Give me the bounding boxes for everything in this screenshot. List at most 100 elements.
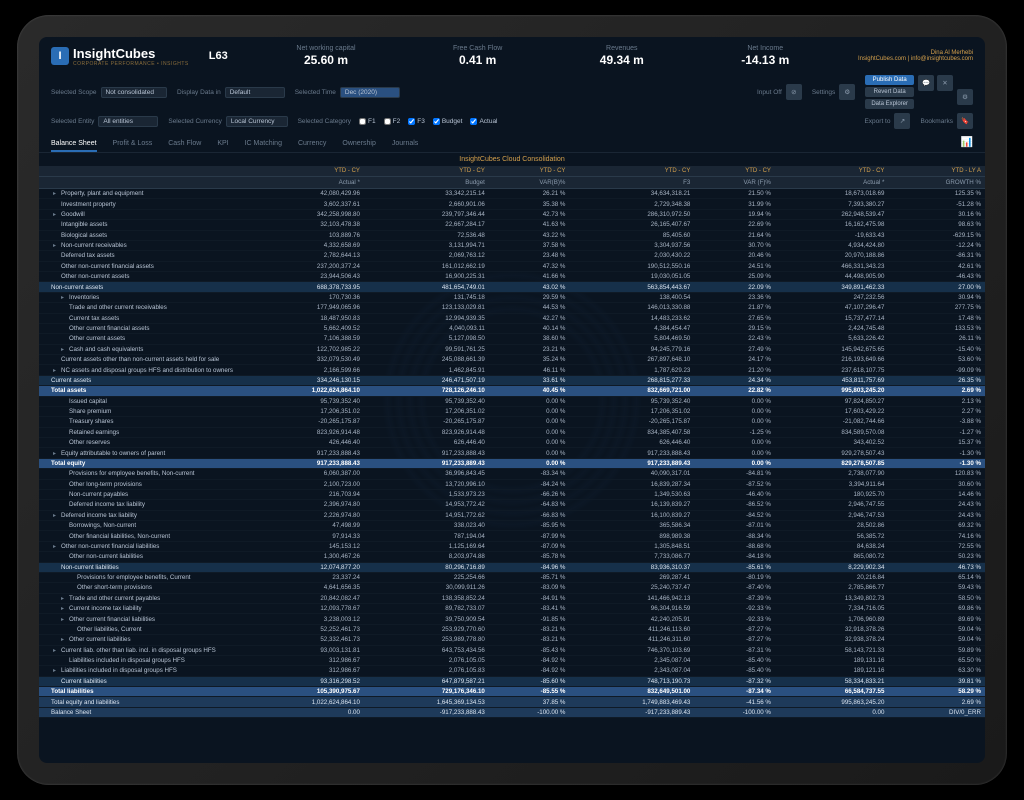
table-row[interactable]: ▸Liabilities included in disposal groups…	[39, 666, 985, 676]
table-row[interactable]: Balance Sheet0.00-917,233,888.43-100.00 …	[39, 707, 985, 717]
currency-select[interactable]: Local Currency	[226, 116, 288, 127]
table-row[interactable]: Provisions for employee benefits, Curren…	[39, 572, 985, 582]
table-row[interactable]: Deferred tax assets2,782,644.132,069,763…	[39, 251, 985, 261]
cell: 21.50 %	[694, 189, 775, 199]
table-row[interactable]: Share premium17,206,351.0217,206,351.020…	[39, 406, 985, 416]
expand-icon[interactable]: ▸	[53, 190, 59, 197]
table-row[interactable]: ▸Other non-current financial liabilities…	[39, 541, 985, 551]
cell: -84.92 %	[489, 655, 570, 665]
actual-checkbox[interactable]: Actual	[470, 118, 497, 125]
table-row[interactable]: Other current financial assets5,662,409.…	[39, 323, 985, 333]
f3-checkbox[interactable]: F3	[408, 118, 425, 125]
table-row[interactable]: Treasury shares-20,265,175.87-20,265,175…	[39, 417, 985, 427]
table-row[interactable]: Issued capital95,739,352.4095,739,352.40…	[39, 396, 985, 406]
user-info: Dina Al Merhebi InsightCubes.com | info@…	[858, 50, 973, 62]
table-row[interactable]: Current tax assets18,487,950.8312,994,93…	[39, 313, 985, 323]
tab-cash-flow[interactable]: Cash Flow	[168, 137, 201, 152]
expand-icon[interactable]: ▸	[61, 346, 67, 353]
table-row[interactable]: Other non-current liabilities1,300,467.2…	[39, 552, 985, 562]
explorer-button[interactable]: Data Explorer	[865, 99, 914, 109]
expand-icon[interactable]: ▸	[53, 367, 59, 374]
table-row[interactable]: ▸Deferred income tax liability2,226,974.…	[39, 510, 985, 520]
table-row[interactable]: Other liabilities, Current52,252,461.732…	[39, 624, 985, 634]
tab-ownership[interactable]: Ownership	[342, 137, 375, 152]
expand-icon[interactable]: ▸	[61, 605, 67, 612]
table-row[interactable]: Total equity917,233,888.43917,233,889.43…	[39, 458, 985, 468]
table-row[interactable]: ▸Current income tax liability12,093,778.…	[39, 604, 985, 614]
tab-journals[interactable]: Journals	[392, 137, 418, 152]
export-icon[interactable]: ↗	[894, 113, 910, 129]
table-row[interactable]: Total liabilities105,390,975.67729,176,3…	[39, 687, 985, 697]
table-container[interactable]: YTD - CYYTD - CYYTD - CYYTD - CYYTD - CY…	[39, 166, 985, 763]
table-row[interactable]: ▸Trade and other current payables20,842,…	[39, 593, 985, 603]
table-row[interactable]: Provisions for employee benefits, Non-cu…	[39, 469, 985, 479]
expand-icon[interactable]: ▸	[53, 543, 59, 550]
expand-icon[interactable]: ▸	[53, 242, 59, 249]
table-row[interactable]: ▸Current liab. other than liab. incl. in…	[39, 645, 985, 655]
expand-icon[interactable]: ▸	[53, 667, 59, 674]
f1-checkbox[interactable]: F1	[359, 118, 376, 125]
inputoff-toggle[interactable]: ⊘	[786, 84, 802, 100]
table-row[interactable]: Borrowings, Non-current47,498.99338,023.…	[39, 521, 985, 531]
tab-currency[interactable]: Currency	[298, 137, 326, 152]
expand-icon[interactable]: ▸	[53, 450, 59, 457]
table-row[interactable]: Other short-term provisions4,641,656.353…	[39, 583, 985, 593]
tab-profit---loss[interactable]: Profit & Loss	[113, 137, 153, 152]
table-row[interactable]: Deferred income tax liability2,396,974.8…	[39, 500, 985, 510]
comment-icon[interactable]: 💬	[918, 75, 934, 91]
table-row[interactable]: ▸Goodwill342,258,998.80239,797,346.4442.…	[39, 209, 985, 219]
table-row[interactable]: Liabilities included in disposal groups …	[39, 655, 985, 665]
table-row[interactable]: Other non-current financial assets237,20…	[39, 261, 985, 271]
table-row[interactable]: ▸Other current financial liabilities3,23…	[39, 614, 985, 624]
table-row[interactable]: Investment property3,602,337.612,660,901…	[39, 199, 985, 209]
table-row[interactable]: Retained earnings823,926,914.48823,926,9…	[39, 427, 985, 437]
revert-button[interactable]: Revert Data	[865, 87, 914, 97]
table-row[interactable]: Other current assets7,106,388.595,127,09…	[39, 334, 985, 344]
table-row[interactable]: Total assets1,022,624,864.10728,126,246.…	[39, 386, 985, 396]
table-row[interactable]: ▸Equity attributable to owners of parent…	[39, 448, 985, 458]
gear-icon[interactable]: ⚙	[957, 89, 973, 105]
chart-icon[interactable]: 📊	[961, 137, 973, 152]
table-row[interactable]: Trade and other current receivables177,9…	[39, 303, 985, 313]
f2-checkbox[interactable]: F2	[384, 118, 401, 125]
table-row[interactable]: ▸Inventories170,730.36131,745.1829.59 %1…	[39, 292, 985, 302]
table-row[interactable]: Other long-term provisions2,100,723.0013…	[39, 479, 985, 489]
entity-select[interactable]: All entities	[98, 116, 158, 127]
scope-select[interactable]: Not consolidated	[101, 87, 167, 98]
table-row[interactable]: Other financial liabilities, Non-current…	[39, 531, 985, 541]
cell: 25,240,737.47	[569, 583, 694, 593]
table-row[interactable]: Non-current liabilities12,074,877.2080,2…	[39, 562, 985, 572]
table-row[interactable]: ▸Cash and cash equivalents122,702,985.22…	[39, 344, 985, 354]
table-row[interactable]: Intangible assets32,103,478.3822,667,284…	[39, 220, 985, 230]
table-row[interactable]: Current assets334,246,130.15246,471,507.…	[39, 375, 985, 385]
table-row[interactable]: Other reserves426,446.40626,446.400.00 %…	[39, 438, 985, 448]
expand-icon[interactable]: ▸	[61, 636, 67, 643]
table-row[interactable]: Non-current payables216,703.941,533,973.…	[39, 489, 985, 499]
table-row[interactable]: Current liabilities93,316,298.52647,879,…	[39, 676, 985, 686]
expand-icon[interactable]: ▸	[53, 211, 59, 218]
display-select[interactable]: Default	[225, 87, 285, 98]
expand-icon[interactable]: ▸	[53, 512, 59, 519]
close-icon[interactable]: ✕	[937, 75, 953, 91]
table-row[interactable]: ▸NC assets and disposal groups HFS and d…	[39, 365, 985, 375]
table-row[interactable]: Non-current assets688,378,733.95481,654,…	[39, 282, 985, 292]
publish-button[interactable]: Publish Data	[865, 75, 914, 85]
time-select[interactable]: Dec (2020)	[340, 87, 400, 98]
budget-checkbox[interactable]: Budget	[433, 118, 463, 125]
expand-icon[interactable]: ▸	[61, 595, 67, 602]
table-row[interactable]: Other non-current assets23,944,506.4316,…	[39, 272, 985, 282]
tab-ic-matching[interactable]: IC Matching	[245, 137, 282, 152]
table-row[interactable]: ▸Property, plant and equipment42,080,429…	[39, 189, 985, 199]
settings-icon[interactable]: ⚙	[839, 84, 855, 100]
table-row[interactable]: Total equity and liabilities1,022,624,86…	[39, 697, 985, 707]
expand-icon[interactable]: ▸	[61, 616, 67, 623]
tab-kpi[interactable]: KPI	[217, 137, 228, 152]
bookmark-icon[interactable]: 🔖	[957, 113, 973, 129]
expand-icon[interactable]: ▸	[53, 647, 59, 654]
table-row[interactable]: ▸Non-current receivables4,332,658.693,13…	[39, 240, 985, 250]
tab-balance-sheet[interactable]: Balance Sheet	[51, 137, 97, 152]
table-row[interactable]: Current assets other than non-current as…	[39, 355, 985, 365]
table-row[interactable]: Biological assets103,889.7672,536.4843.2…	[39, 230, 985, 240]
expand-icon[interactable]: ▸	[61, 294, 67, 301]
table-row[interactable]: ▸Other current liabilities52,332,461.732…	[39, 635, 985, 645]
